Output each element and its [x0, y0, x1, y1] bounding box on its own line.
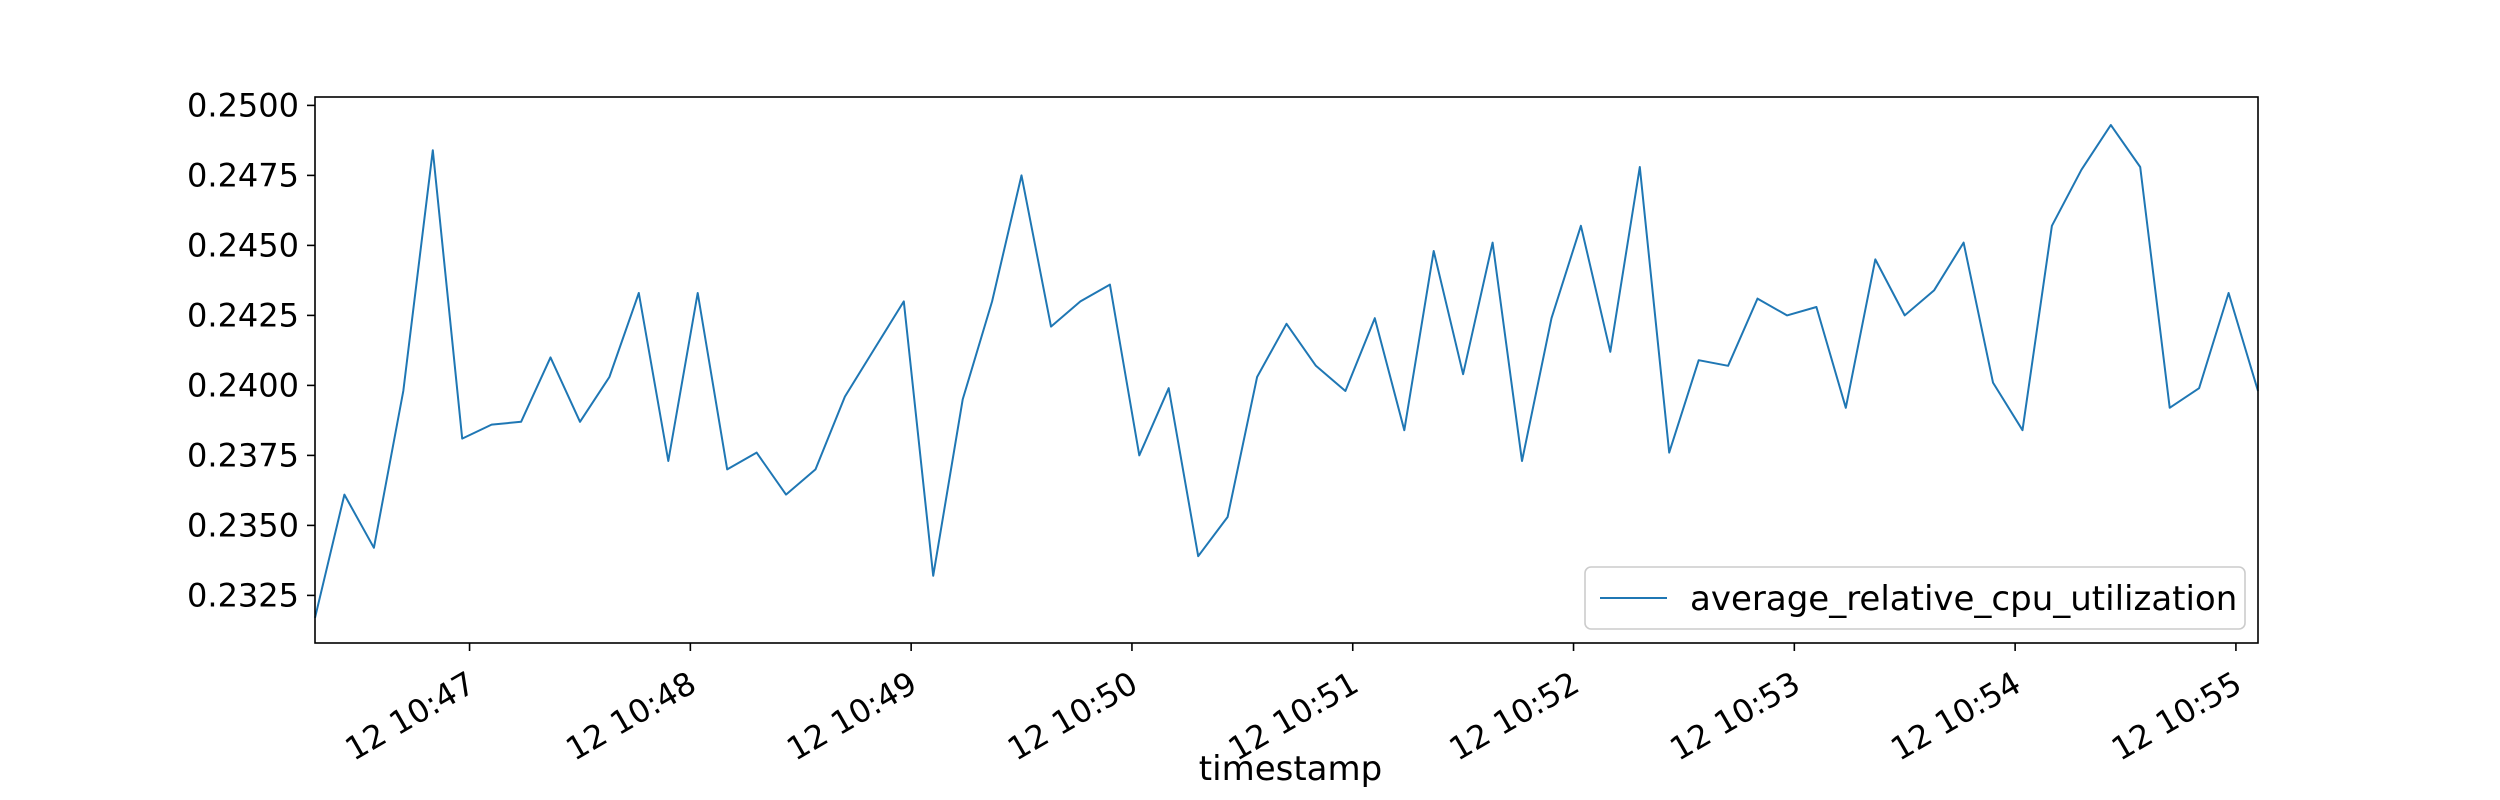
- x-tick-label: 12 10:55: [2105, 664, 2248, 768]
- x-tick-label: 12 10:47: [339, 664, 482, 768]
- x-tick-label: 12 10:50: [1001, 664, 1144, 768]
- y-tick-label: 0.2475: [187, 156, 299, 194]
- y-tick-label: 0.2500: [187, 86, 299, 124]
- y-tick-label: 0.2350: [187, 506, 299, 544]
- y-tick-label: 0.2450: [187, 226, 299, 264]
- x-tick-label: 12 10:49: [780, 664, 923, 768]
- y-axis: 0.2325 0.2350 0.2375 0.2400 0.2425 0.2450 0.24…: [187, 86, 315, 614]
- y-tick-label: 0.2425: [187, 296, 299, 334]
- x-tick-label: 12 10:54: [1884, 664, 2027, 768]
- y-tick-label: 0.2375: [187, 436, 299, 474]
- x-tick-label: 12 10:53: [1663, 664, 1806, 768]
- series-line: [314, 124, 2259, 619]
- x-tick-label: 12 10:52: [1443, 664, 1586, 768]
- legend: average_relative_cpu_utilization: [1584, 566, 2246, 630]
- y-tick-label: 0.2400: [187, 366, 299, 404]
- legend-label: average_relative_cpu_utilization: [1690, 579, 2237, 619]
- plot-frame: [314, 96, 2259, 644]
- y-tick-label: 0.2325: [187, 576, 299, 614]
- x-tick-label: 12 10:48: [559, 664, 702, 768]
- x-axis-title: timestamp: [1199, 749, 1382, 789]
- legend-box: [1584, 566, 2246, 630]
